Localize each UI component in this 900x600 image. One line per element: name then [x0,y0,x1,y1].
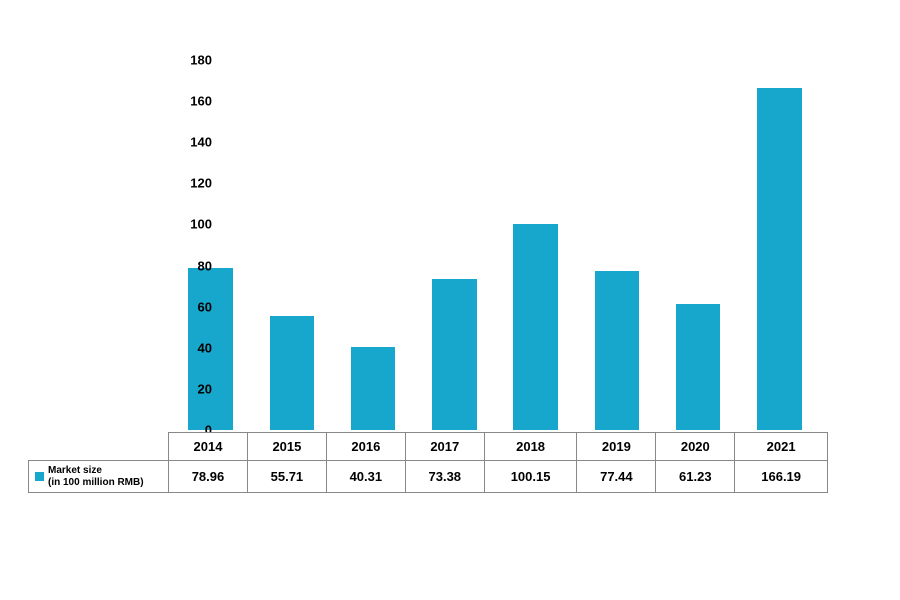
bar [757,88,802,430]
y-tick-label: 80 [172,258,212,273]
year-cell: 2019 [577,433,656,461]
bar [676,304,721,430]
value-cell: 73.38 [405,461,484,493]
value-cell: 166.19 [735,461,828,493]
legend-label-line1: Market size [48,465,102,476]
year-cell: 2016 [326,433,405,461]
row-label-cell: Market size(in 100 million RMB) [29,461,169,493]
year-cell: 2014 [169,433,248,461]
year-cell: 2018 [484,433,577,461]
y-tick-label: 140 [172,135,212,150]
y-tick-label: 40 [172,340,212,355]
chart-container: 020406080100120140160180 [120,60,820,430]
y-tick-label: 180 [172,53,212,68]
value-cell: 77.44 [577,461,656,493]
y-tick-label: 160 [172,94,212,109]
legend-label-line2: (in 100 million RMB) [48,477,144,488]
value-cell: 61.23 [656,461,735,493]
value-cell: 40.31 [326,461,405,493]
header-empty-cell [29,433,169,461]
year-cell: 2015 [247,433,326,461]
bar [432,279,477,430]
table-header-row: 20142015201620172018201920202021 [29,433,828,461]
value-cell: 78.96 [169,461,248,493]
table-value-row: Market size(in 100 million RMB) 78.9655.… [29,461,828,493]
legend-swatch [35,472,44,481]
y-tick-label: 100 [172,217,212,232]
y-tick-label: 120 [172,176,212,191]
year-cell: 2021 [735,433,828,461]
y-tick-label: 60 [172,299,212,314]
year-cell: 2017 [405,433,484,461]
bar [513,224,558,430]
plot-area [170,60,820,430]
value-cell: 100.15 [484,461,577,493]
bar [595,271,640,430]
value-cell: 55.71 [247,461,326,493]
data-table: 20142015201620172018201920202021 Market … [28,432,828,493]
row-label-text: Market size(in 100 million RMB) [48,465,144,488]
bar [351,347,396,430]
year-cell: 2020 [656,433,735,461]
y-tick-label: 20 [172,381,212,396]
bar [270,316,315,431]
